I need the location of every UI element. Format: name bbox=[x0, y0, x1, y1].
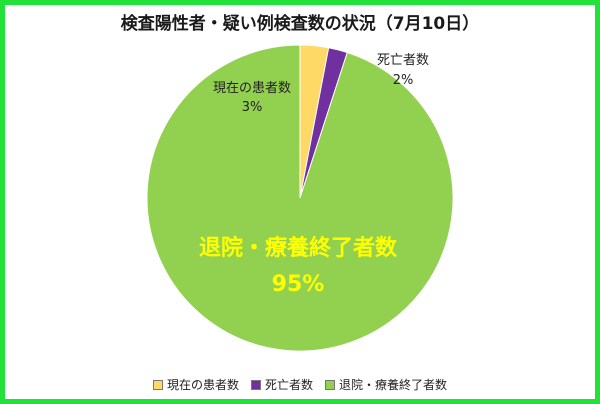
legend-item-discharged: 退院・療養終了者数 bbox=[325, 376, 447, 393]
legend-swatch-death bbox=[250, 379, 261, 390]
chart-title: 検査陽性者・疑い例検査数の状況（7月10日） bbox=[120, 14, 480, 34]
legend-item-current: 現在の患者数 bbox=[152, 376, 239, 393]
legend-item-death: 死亡者数 bbox=[250, 376, 313, 393]
legend-swatch-current bbox=[152, 379, 163, 390]
legend-label-current: 現在の患者数 bbox=[166, 378, 239, 392]
slice-label-discharged-name: 退院・療養終了者数 bbox=[199, 235, 398, 261]
slice-label-current-value: 3% bbox=[242, 100, 263, 115]
slice-label-death-value: 2% bbox=[393, 73, 414, 88]
legend-swatch-discharged bbox=[325, 379, 335, 390]
slice-label-current-name: 現在の患者数 bbox=[213, 81, 291, 96]
legend: 現在の患者数 死亡者数 退院・療養終了者数 bbox=[0, 376, 600, 393]
legend-label-discharged: 退院・療養終了者数 bbox=[339, 378, 448, 392]
pie-slices bbox=[146, 44, 454, 352]
pie-slice-discharged bbox=[146, 44, 454, 352]
legend-label-death: 死亡者数 bbox=[264, 378, 313, 392]
slice-label-death-name: 死亡者数 bbox=[377, 53, 429, 68]
pie-labels: 現在の患者数 3% 死亡者数 2% 退院・療養終了者数 95% bbox=[199, 53, 429, 297]
slice-label-discharged-value: 95% bbox=[272, 272, 325, 297]
